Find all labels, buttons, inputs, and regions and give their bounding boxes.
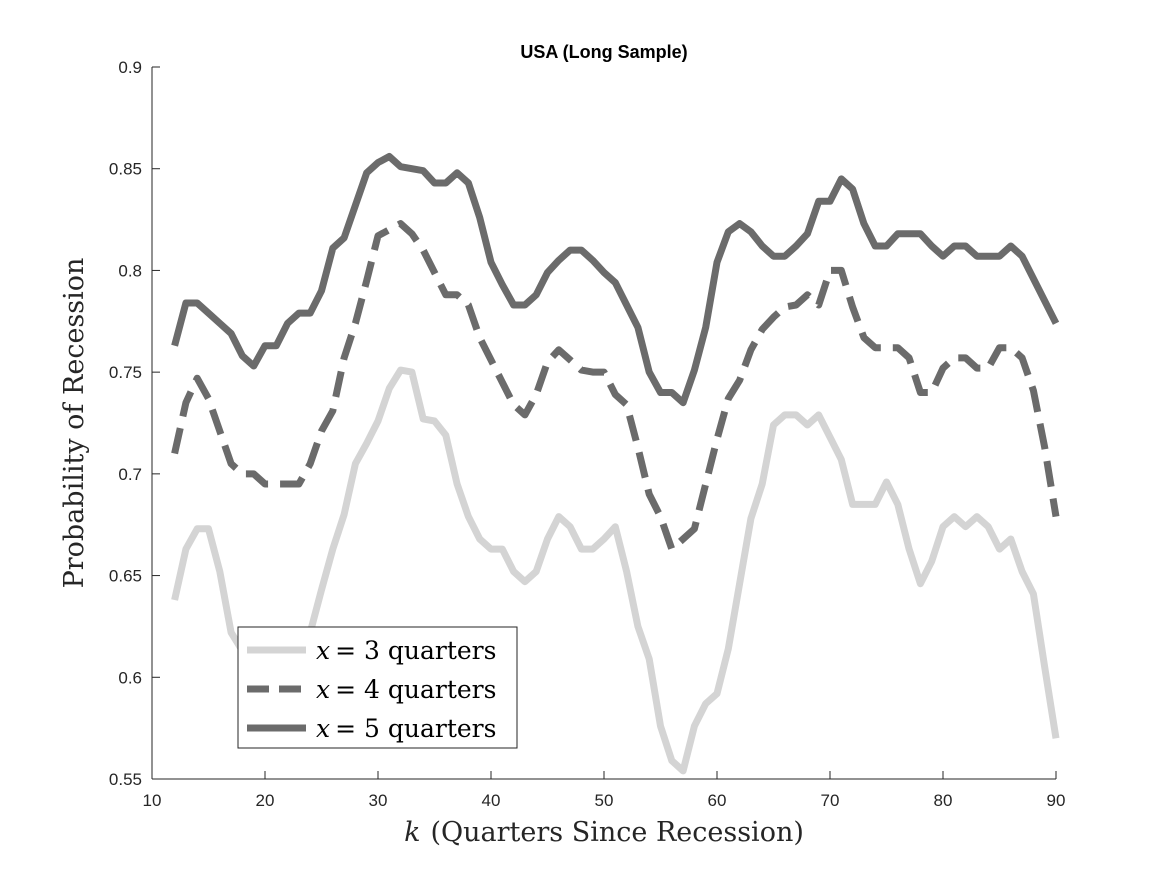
x-tick-label: 50: [595, 791, 614, 810]
x-tick-label: 20: [256, 791, 275, 810]
y-axis-label: Probability of Recession: [59, 258, 90, 589]
series-line-3: [171, 153, 1060, 407]
x-axis-variable: k: [404, 817, 420, 848]
y-tick-label: 0.6: [118, 668, 142, 687]
y-tick-label: 0.9: [118, 58, 142, 77]
x-tick-label: 10: [143, 791, 162, 810]
legend-text: = 3 quarters: [335, 636, 496, 665]
y-tick-label: 0.7: [118, 465, 142, 484]
legend-variable: x: [316, 675, 330, 704]
y-tick-label: 0.65: [109, 567, 142, 586]
x-tick-label: 60: [708, 791, 727, 810]
y-tick-label: 0.85: [109, 160, 142, 179]
x-tick-label: 80: [934, 791, 953, 810]
legend-text: = 4 quarters: [335, 675, 496, 704]
y-tick-label: 0.8: [118, 261, 142, 280]
x-tick-label: 30: [369, 791, 388, 810]
y-tick-label: 0.75: [109, 363, 142, 382]
x-tick-label: 90: [1047, 791, 1066, 810]
axes: 10 20 30 40 50 60 70 80 90 0.55 0.6 0.65 0.7 0.75 0.8…: [109, 58, 1066, 810]
series-line-2: [171, 220, 1060, 553]
legend-label-3: x = 5 quarters: [316, 714, 496, 743]
y-ticks: 0.55 0.6 0.65 0.7 0.75 0.8 0.85 0.9: [109, 58, 160, 789]
legend-variable: x: [316, 636, 330, 665]
series-layer: [171, 153, 1060, 775]
legend-text: = 5 quarters: [335, 714, 496, 743]
x-ticks: 10 20 30 40 50 60 70 80 90: [143, 771, 1066, 810]
x-axis-text: (Quarters Since Recession): [431, 817, 804, 848]
x-axis-label: k (Quarters Since Recession): [404, 817, 804, 848]
x-tick-label: 70: [821, 791, 840, 810]
x-tick-label: 40: [482, 791, 501, 810]
legend-label-1: x = 3 quarters: [316, 636, 496, 665]
series-line-1: [171, 366, 1060, 775]
legend-variable: x: [316, 714, 330, 743]
y-tick-label: 0.55: [109, 770, 142, 789]
chart-title: USA (Long Sample): [520, 42, 687, 62]
legend-label-2: x = 4 quarters: [316, 675, 496, 704]
